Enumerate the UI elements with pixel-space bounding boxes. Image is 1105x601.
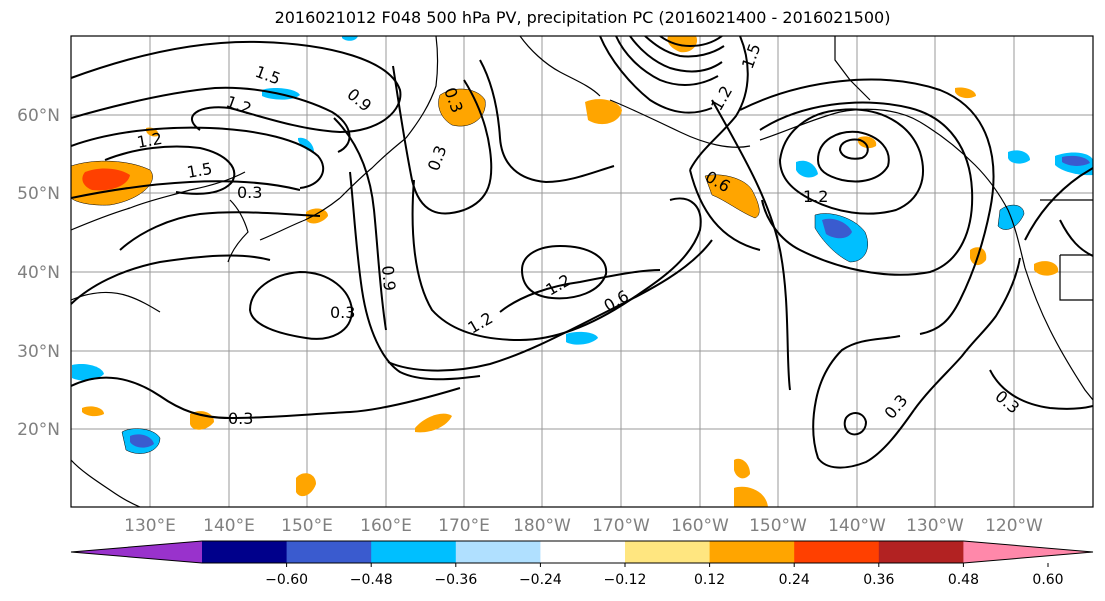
colorbar-tick-labels: −0.60 −0.48 −0.36 −0.24 −0.12 0.12 0.24 0.36 0.4… — [265, 563, 1064, 588]
colorbar-segment — [455, 541, 541, 563]
lon-label: 160°E — [360, 516, 412, 536]
colorbar-tick-label: 0.60 — [1032, 572, 1063, 588]
colorbar-segment — [963, 541, 1093, 563]
colorbar-tick-label: 0.48 — [948, 572, 979, 588]
lon-label: 130°W — [906, 516, 964, 536]
lon-label: 150°W — [749, 516, 807, 536]
lat-label: 60°N — [17, 106, 60, 126]
lat-label: 20°N — [17, 420, 60, 440]
colorbar-segment — [709, 541, 795, 563]
colorbar-segment — [71, 541, 202, 563]
colorbar-segment — [371, 541, 457, 563]
colorbar-tick-label: 0.12 — [694, 572, 725, 588]
colorbar-segment — [286, 541, 372, 563]
lon-label: 140°E — [203, 516, 255, 536]
colorbar-tick-label: −0.60 — [265, 572, 308, 588]
contour-label: 1.5 — [185, 159, 213, 182]
contour-label: 0.3 — [228, 409, 253, 428]
chart-title: 2016021012 F048 500 hPa PV, precipitatio… — [274, 8, 891, 27]
contour-label: 0.3 — [330, 303, 355, 322]
lon-label: 150°E — [281, 516, 333, 536]
colorbar-tick-label: 0.36 — [863, 572, 894, 588]
colorbar — [70, 540, 1094, 564]
lon-label: 160°W — [671, 516, 729, 536]
contour-label: 0.9 — [378, 265, 399, 292]
colorbar-tick-label: −0.36 — [434, 572, 477, 588]
longitude-labels: 130°E 140°E 150°E 160°E 170°E 180°W 170°… — [124, 516, 1043, 536]
lon-label: 140°W — [828, 516, 886, 536]
colorbar-tick-label: −0.24 — [519, 572, 562, 588]
lat-label: 30°N — [17, 342, 60, 362]
contour-label: 0.3 — [237, 183, 262, 202]
lon-label: 120°W — [985, 516, 1043, 536]
lat-label: 50°N — [17, 184, 60, 204]
colorbar-tick-label: −0.12 — [604, 572, 647, 588]
colorbar-segment — [202, 541, 288, 563]
lat-label: 40°N — [17, 263, 60, 283]
colorbar-tick-label: −0.48 — [350, 572, 393, 588]
colorbar-outline — [70, 540, 1094, 564]
latitude-labels: 60°N 50°N 40°N 30°N 20°N — [17, 106, 60, 440]
lon-label: 170°W — [592, 516, 650, 536]
coastlines — [71, 36, 1093, 507]
lon-label: 170°E — [438, 516, 490, 536]
colorbar-segment — [878, 541, 964, 563]
pv-contours — [71, 36, 1093, 469]
colorbar-segment — [625, 541, 711, 563]
lon-label: 180°W — [513, 516, 571, 536]
colorbar-segment — [540, 541, 626, 563]
colorbar-segment — [794, 541, 880, 563]
contour-label: 1.2 — [803, 187, 828, 206]
lon-label: 130°E — [124, 516, 176, 536]
colorbar-tick-label: 0.24 — [779, 572, 810, 588]
contour-label: 1.2 — [135, 129, 163, 152]
map-frame — [70, 35, 1094, 508]
